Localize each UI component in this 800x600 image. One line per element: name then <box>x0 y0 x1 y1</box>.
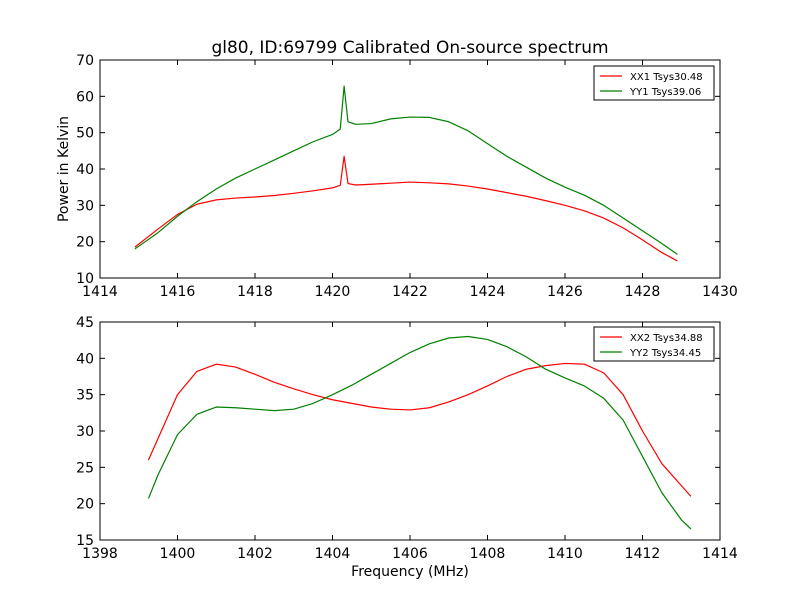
x-axis-label: Frequency (MHz) <box>351 564 469 580</box>
top-x-tick-label: 1426 <box>547 284 583 300</box>
bottom-y-tick-label: 30 <box>76 424 94 440</box>
top-y-tick-label: 20 <box>76 235 94 251</box>
top-x-tick-label: 1416 <box>160 284 196 300</box>
top-y-tick-label: 70 <box>76 53 94 69</box>
top-x-tick-label: 1430 <box>702 284 738 300</box>
bottom-x-tick-label: 1410 <box>547 546 583 562</box>
top-series-line-2 <box>134 85 678 255</box>
top-y-tick-label: 60 <box>76 89 94 105</box>
top-x-tick-label: 1418 <box>237 284 273 300</box>
bottom-x-tick-label: 1404 <box>315 546 351 562</box>
bottom-series-line-1 <box>147 362 692 497</box>
bottom-legend: XX2 Tsys34.88 YY2 Tsys34.45 <box>593 326 715 362</box>
top-panel: 1414 1416 1418 1420 1422 1424 1426 1428 1430 10 20… <box>76 53 738 300</box>
bottom-y-tick-label: 35 <box>76 388 94 404</box>
bottom-series-line-2 <box>147 335 692 530</box>
bottom-x-tick-label: 1398 <box>82 546 118 562</box>
bottom-y-tick-label: 15 <box>76 533 94 549</box>
top-y-tick-label: 50 <box>76 126 94 142</box>
figure-title: gl80, ID:69799 Calibrated On-source spec… <box>211 38 608 58</box>
top-y-tick-label: 10 <box>76 271 94 287</box>
bottom-x-tick-label: 1402 <box>237 546 273 562</box>
bottom-panel: 1398 1400 1402 1404 1406 1408 1410 1412 1414 15 20… <box>76 315 738 562</box>
bottom-x-tick-label: 1408 <box>470 546 506 562</box>
bottom-legend-label-1: XX2 Tsys34.88 <box>630 333 703 344</box>
top-x-tick-label: 1422 <box>392 284 428 300</box>
top-y-tick-label: 40 <box>76 162 94 178</box>
top-x-tick-label: 1428 <box>625 284 661 300</box>
top-x-tick-label: 1424 <box>470 284 506 300</box>
bottom-x-tick-label: 1406 <box>392 546 428 562</box>
bottom-x-tick-label: 1414 <box>702 546 738 562</box>
bottom-x-tick-label: 1412 <box>625 546 661 562</box>
bottom-legend-box <box>593 326 715 362</box>
bottom-legend-label-2: YY2 Tsys34.45 <box>629 348 701 359</box>
bottom-y-tick-label: 25 <box>76 460 94 476</box>
bottom-y-tick-label: 40 <box>76 351 94 367</box>
bottom-x-tick-label: 1400 <box>160 546 196 562</box>
top-x-tick-label: 1414 <box>82 284 118 300</box>
top-x-tick-label: 1420 <box>315 284 351 300</box>
top-legend: XX1 Tsys30.48 YY1 Tsys39.06 <box>593 65 715 101</box>
top-legend-label-2: YY1 Tsys39.06 <box>629 87 701 98</box>
top-series-line-1 <box>134 155 678 262</box>
top-legend-label-1: XX1 Tsys30.48 <box>630 72 703 83</box>
bottom-y-tick-label: 45 <box>76 315 94 331</box>
top-y-tick-label: 30 <box>76 198 94 214</box>
top-legend-box <box>593 65 715 101</box>
bottom-y-tick-label: 20 <box>76 497 94 513</box>
y-axis-label: Power in Kelvin <box>56 116 72 222</box>
